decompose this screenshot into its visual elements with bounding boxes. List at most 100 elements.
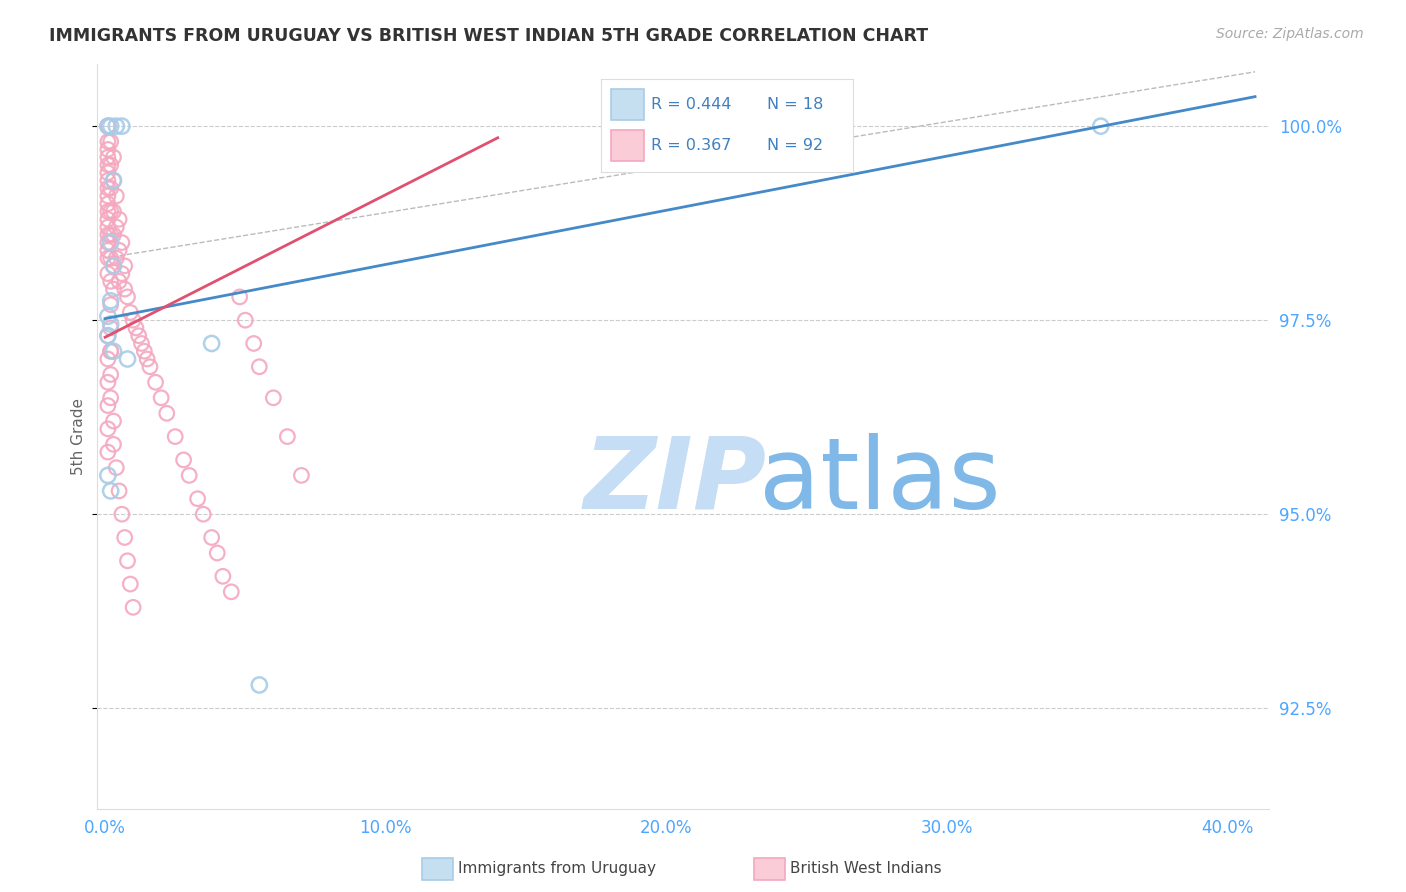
- Point: [117, 351, 139, 366]
- Point: [100, 344, 122, 359]
- Point: [207, 546, 229, 560]
- Text: British West Indians: British West Indians: [790, 862, 942, 876]
- Point: [100, 119, 122, 133]
- Point: [242, 336, 264, 351]
- Point: [103, 259, 125, 273]
- Point: [117, 290, 139, 304]
- Point: [187, 491, 209, 506]
- Point: [128, 328, 150, 343]
- Point: [139, 359, 162, 374]
- Point: [145, 376, 167, 390]
- Point: [97, 220, 120, 235]
- Point: [114, 259, 136, 273]
- Point: [105, 119, 128, 133]
- Point: [97, 204, 120, 219]
- Point: [100, 293, 122, 308]
- Point: [100, 181, 122, 195]
- Point: [262, 391, 284, 405]
- Point: [108, 483, 131, 498]
- Point: [97, 119, 120, 133]
- Point: [212, 569, 235, 583]
- Point: [97, 119, 120, 133]
- Point: [100, 274, 122, 288]
- Point: [103, 414, 125, 428]
- Point: [100, 391, 122, 405]
- Point: [100, 298, 122, 312]
- Point: [97, 166, 120, 180]
- Point: [114, 282, 136, 296]
- Point: [97, 189, 120, 203]
- Point: [97, 119, 120, 133]
- Point: [228, 290, 250, 304]
- Point: [100, 158, 122, 172]
- Point: [100, 368, 122, 382]
- Point: [201, 531, 224, 545]
- Point: [114, 531, 136, 545]
- Point: [103, 259, 125, 273]
- Point: [120, 577, 142, 591]
- Point: [100, 235, 122, 250]
- Point: [247, 678, 270, 692]
- Point: [100, 135, 122, 149]
- Point: [103, 173, 125, 187]
- Point: [100, 344, 122, 359]
- Point: [117, 554, 139, 568]
- Point: [290, 468, 312, 483]
- Point: [131, 336, 153, 351]
- Point: [97, 158, 120, 172]
- Point: [97, 244, 120, 258]
- Point: [100, 227, 122, 242]
- Point: [97, 267, 120, 281]
- Text: Immigrants from Uruguay: Immigrants from Uruguay: [458, 862, 657, 876]
- Point: [97, 196, 120, 211]
- Point: [100, 204, 122, 219]
- Point: [105, 460, 128, 475]
- Point: [221, 584, 243, 599]
- Point: [108, 274, 131, 288]
- Point: [122, 313, 145, 327]
- Point: [97, 422, 120, 436]
- Point: [105, 251, 128, 265]
- Point: [97, 119, 120, 133]
- Point: [120, 305, 142, 319]
- Text: Source: ZipAtlas.com: Source: ZipAtlas.com: [1216, 27, 1364, 41]
- Point: [276, 429, 298, 443]
- Point: [97, 150, 120, 164]
- Point: [125, 321, 148, 335]
- Point: [97, 135, 120, 149]
- Point: [97, 445, 120, 459]
- Point: [97, 143, 120, 157]
- Point: [97, 310, 120, 324]
- Point: [97, 181, 120, 195]
- Point: [97, 328, 120, 343]
- Point: [156, 406, 179, 420]
- Point: [136, 351, 159, 366]
- Y-axis label: 5th Grade: 5th Grade: [72, 398, 86, 475]
- Point: [103, 150, 125, 164]
- Text: atlas: atlas: [759, 433, 1001, 530]
- Point: [201, 336, 224, 351]
- Point: [103, 282, 125, 296]
- Point: [179, 468, 201, 483]
- Point: [100, 483, 122, 498]
- Point: [97, 376, 120, 390]
- Text: ZIP: ZIP: [583, 433, 766, 530]
- Point: [103, 344, 125, 359]
- Point: [103, 437, 125, 451]
- Point: [111, 267, 134, 281]
- Point: [134, 344, 156, 359]
- Point: [103, 204, 125, 219]
- Point: [108, 244, 131, 258]
- Point: [165, 429, 187, 443]
- Point: [97, 212, 120, 227]
- Point: [97, 235, 120, 250]
- Point: [1090, 119, 1112, 133]
- Point: [103, 227, 125, 242]
- Point: [247, 359, 270, 374]
- Point: [100, 321, 122, 335]
- Point: [233, 313, 256, 327]
- Point: [100, 251, 122, 265]
- Text: IMMIGRANTS FROM URUGUAY VS BRITISH WEST INDIAN 5TH GRADE CORRELATION CHART: IMMIGRANTS FROM URUGUAY VS BRITISH WEST …: [49, 27, 928, 45]
- Point: [108, 212, 131, 227]
- Point: [111, 507, 134, 521]
